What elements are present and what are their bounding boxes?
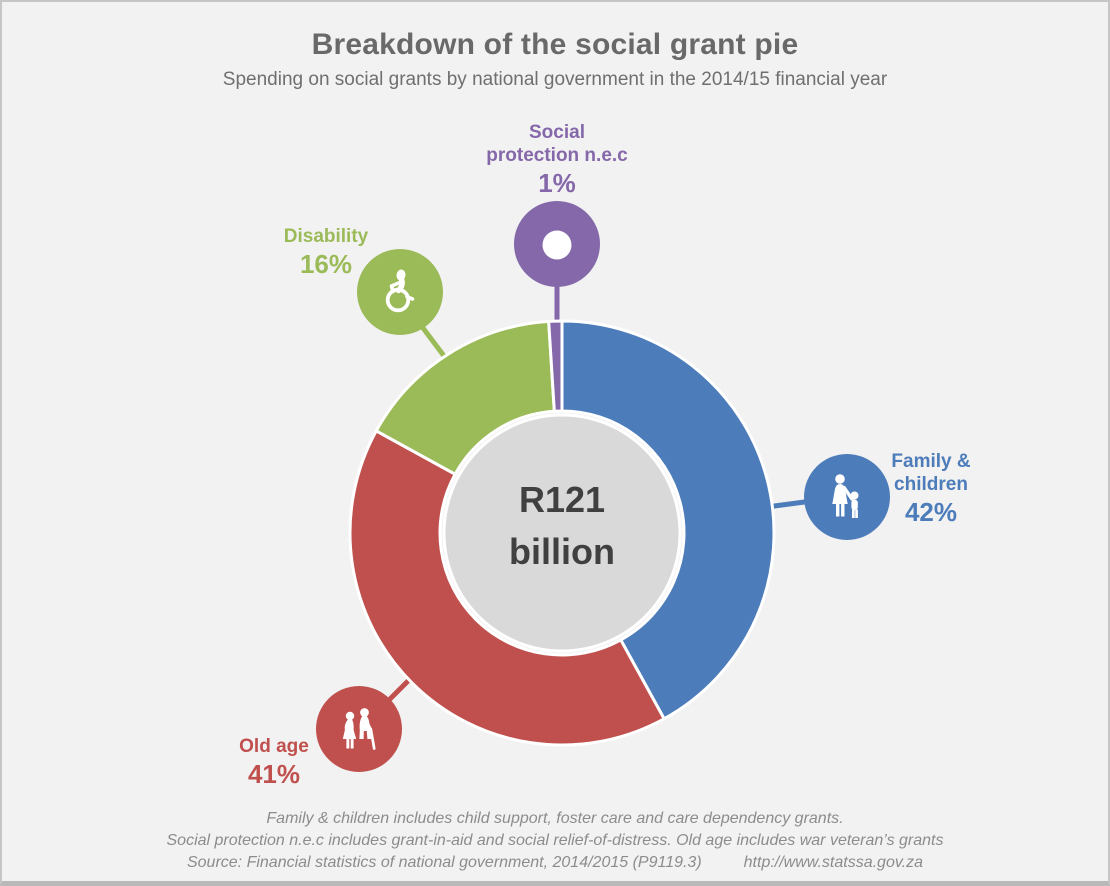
elderly-couple-icon xyxy=(342,708,376,750)
category-name-family-children: Family & children xyxy=(891,451,971,495)
chart-subtitle: Spending on social grants by national go… xyxy=(222,69,888,90)
chart-title: Breakdown of the social grant pie xyxy=(311,28,799,61)
callout-label-disability: Disability 16% xyxy=(241,225,411,278)
total-unit: billion xyxy=(509,531,615,572)
callout-circle-family-children xyxy=(804,454,890,540)
footnote-line-1: Family & children includes child support… xyxy=(266,810,844,827)
pie-slice-social-protection-n-e-c xyxy=(547,319,564,413)
source-citation: Source: Financial statistics of national… xyxy=(186,854,702,871)
statssa-url: http://www.statssa.gov.za xyxy=(743,854,923,871)
mother-and-child-icon xyxy=(832,474,859,518)
category-name-disability: Disability xyxy=(283,226,369,247)
total-amount: R121 xyxy=(518,479,606,520)
pie-slice-family-children xyxy=(560,319,776,721)
callout-circle-social-protection-n-e-c xyxy=(514,201,600,287)
footnotes: Family & children includes child support… xyxy=(2,808,1108,874)
pie-slice-old-age xyxy=(348,428,667,747)
callout-label-old-age: Old age 41% xyxy=(199,735,349,788)
footnote-line-2: Social protection n.e.c includes grant-i… xyxy=(166,832,944,849)
category-percent-family-children: 42% xyxy=(904,497,958,527)
donut-center-circle xyxy=(442,413,682,653)
donut-hole-icon xyxy=(542,230,572,260)
category-percent-social-protection-n-e-c: 1% xyxy=(538,168,576,198)
category-name-social-protection-n-e-c: Social protection n.e.c xyxy=(486,122,628,166)
callout-label-family-children: Family & children 42% xyxy=(861,450,1001,526)
callout-circle-old-age xyxy=(316,686,402,772)
wheelchair-icon xyxy=(385,269,415,313)
donut-center-total: R121 billion xyxy=(412,474,712,578)
callout-circle-disability xyxy=(357,249,443,335)
category-percent-old-age: 41% xyxy=(247,759,301,789)
category-name-old-age: Old age xyxy=(239,736,309,757)
callout-label-social-protection-n-e-c: Social protection n.e.c 1% xyxy=(447,121,667,197)
category-percent-disability: 16% xyxy=(299,249,353,279)
footnote-source-line: Source: Financial statistics of national… xyxy=(2,852,1108,874)
